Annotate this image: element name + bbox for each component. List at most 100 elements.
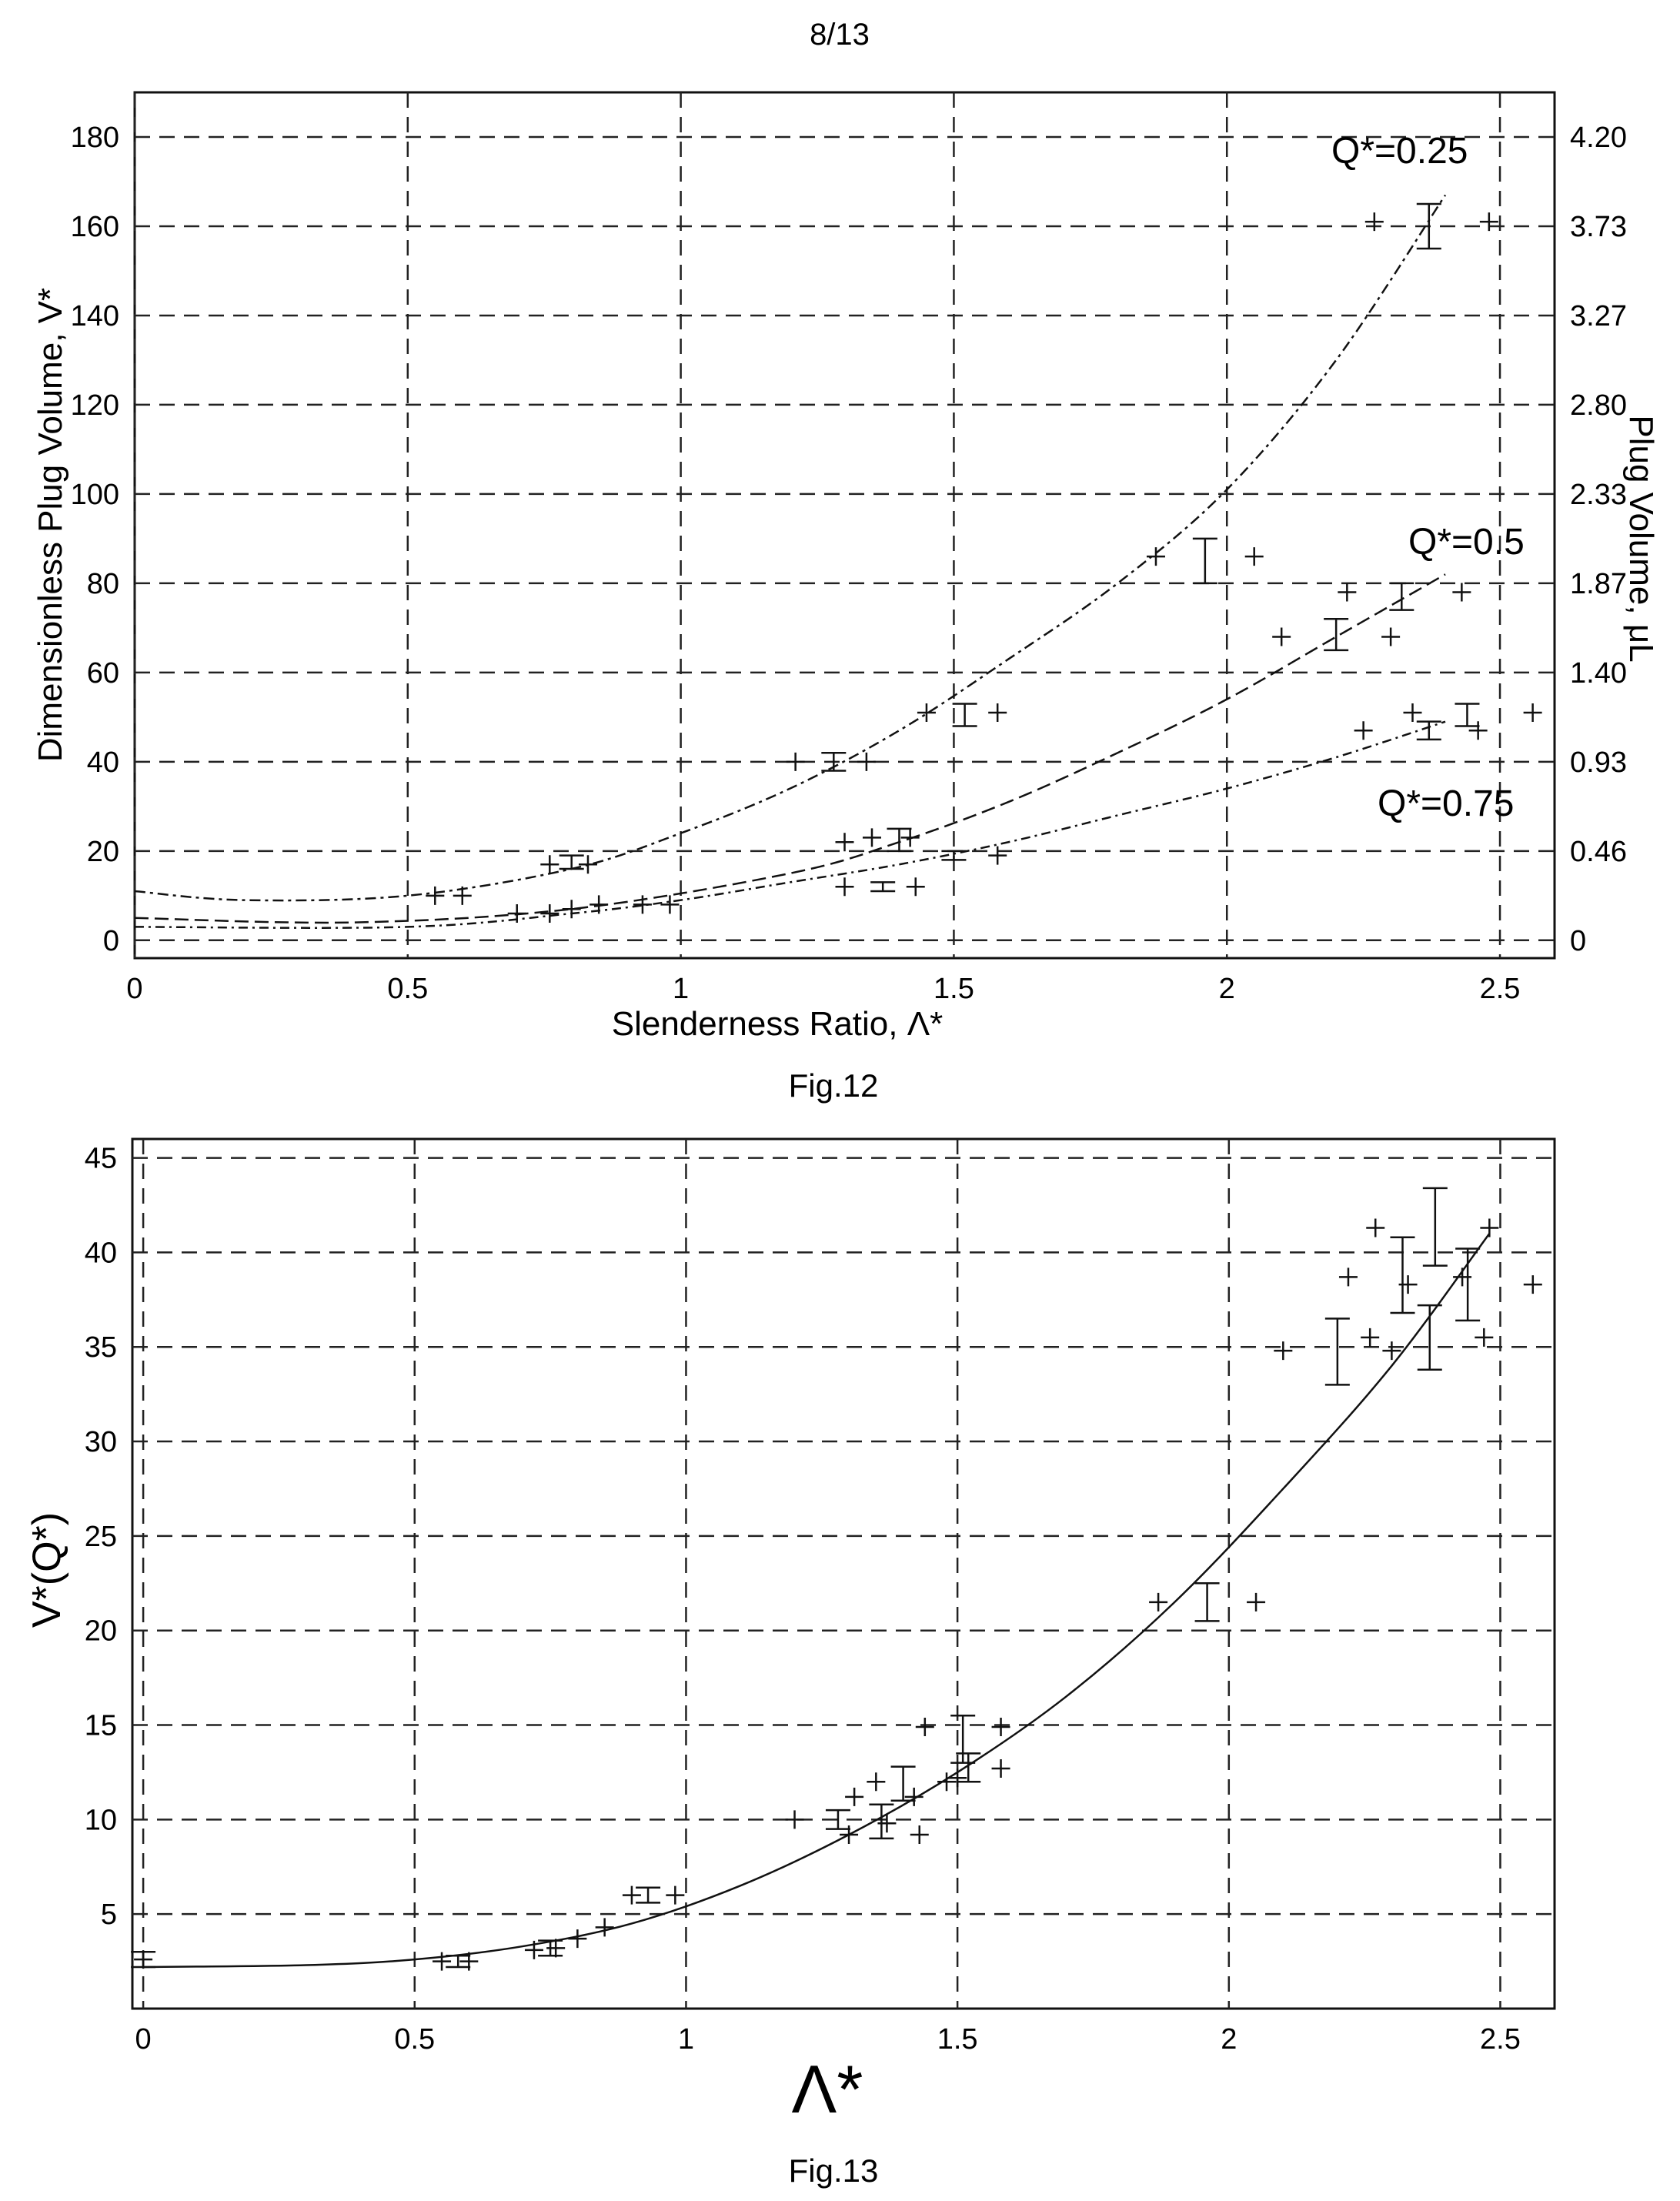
fig13-data-point [937, 1772, 957, 1792]
fig13-data-point [595, 1918, 614, 1937]
fig13-y-tick-label: 30 [85, 1426, 117, 1458]
fig13-error-bar [1455, 1247, 1481, 1322]
fig12-error-bar [821, 751, 847, 772]
fig12-y2-tick-label: 4.20 [1570, 122, 1627, 154]
fig13-error-bar [956, 1752, 981, 1783]
fig12-y2-tick-label: 3.73 [1570, 211, 1627, 243]
fig12-data-point [1244, 547, 1264, 566]
fig13-error-bar [1324, 1318, 1350, 1386]
fig13-x-axis-label: Λ* [791, 2051, 863, 2127]
fig12-data-point [835, 877, 854, 897]
fig13-error-bar [131, 1951, 156, 1969]
fig12-data-point [862, 828, 881, 847]
fig12-y-tick-label: 160 [71, 211, 119, 243]
fig13-error-bar [1390, 1236, 1415, 1314]
fig12-y2-tick-label: 2.33 [1570, 479, 1627, 511]
fig13-data-point [915, 1717, 934, 1736]
fig13-data-point [1149, 1592, 1168, 1612]
fig13-error-bar [446, 1954, 471, 1969]
fig12-x-tick-label: 0 [126, 973, 142, 1005]
fig12-data-point [590, 895, 609, 914]
fig13-x-tick-label: 2.5 [1480, 2023, 1521, 2056]
fig12-y-tick-label: 80 [87, 568, 119, 600]
fig12-data-point [540, 855, 559, 874]
fig12-x-tick-label: 1.5 [934, 973, 974, 1005]
fig13-data-point [991, 1717, 1010, 1736]
fig12-data-point [1272, 627, 1291, 646]
fig12-y-tick-label: 40 [87, 746, 119, 779]
fig12-data-point [1146, 547, 1165, 566]
page-number: 8/13 [810, 18, 870, 52]
fig12-y2-tick-label: 0.46 [1570, 836, 1627, 868]
fig12-y-axis-label: Dimensionless Plug Volume, V* [32, 288, 69, 762]
fig13-data-point [1361, 1328, 1380, 1347]
fig12-data-point [988, 846, 1007, 865]
fig12-data-point [906, 877, 925, 897]
fig12-data-point [786, 752, 805, 771]
fig13-data-point [1475, 1328, 1494, 1347]
fig12-grid [133, 92, 1555, 958]
fig12-error-bar [941, 850, 967, 861]
fig12-error-bar [559, 854, 584, 870]
fig13-x-tick-label: 1.5 [937, 2023, 978, 2056]
fig12-error-bar [887, 827, 912, 853]
fig13-data-point [948, 1768, 967, 1788]
fig12-series-label-q05: Q*=0.5 [1408, 522, 1525, 563]
fig12-y2-tick-label: 0.93 [1570, 746, 1627, 779]
fig13-y-tick-label: 35 [85, 1331, 117, 1364]
fig13-error-bar [890, 1765, 916, 1802]
fig13-data-point [1338, 1267, 1358, 1287]
fig13-data-point [1247, 1592, 1266, 1612]
fig13-data-point [867, 1772, 886, 1792]
fig12-data [134, 194, 1542, 929]
fig13-ticks: 0 0.5 1 1.5 2 2.5 5 10 15 20 25 30 35 40 45 [85, 1143, 1521, 2056]
fig13-caption: Fig.13 [789, 2153, 879, 2189]
fig12-y2-tick-label: 1.87 [1570, 568, 1627, 600]
fig12-data-point [900, 828, 920, 847]
fig13-error-bar [636, 1886, 661, 1904]
fig12-y2-tick-label: 3.27 [1570, 300, 1627, 332]
fig12-caption: Fig.12 [789, 1067, 879, 1104]
fig12-error-bar [1416, 720, 1441, 741]
fig12-data-point [540, 904, 559, 923]
fig12-y2-tick-label: 1.40 [1570, 657, 1627, 690]
fig12-data-point [1452, 583, 1471, 602]
fig12-x-axis-label: Slenderness Ratio, Λ* [612, 1005, 944, 1043]
fig12-y-tick-label: 60 [87, 657, 119, 690]
fig12-data-point [1403, 703, 1422, 723]
fig13-error-bar [1417, 1304, 1442, 1371]
fig13-data-point [622, 1885, 641, 1905]
fig12-data-point [917, 703, 936, 723]
fig13-y-tick-label: 40 [85, 1237, 117, 1269]
fig12-y2-tick-label: 2.80 [1570, 389, 1627, 422]
fig12-series-label-q075: Q*=0.75 [1378, 783, 1514, 824]
fig12-error-bar [870, 881, 896, 893]
fig12-data-point [835, 833, 854, 852]
fig12-series-fit-line [134, 573, 1446, 924]
fig13-data-point [524, 1940, 543, 1959]
fig12-data-point [1338, 583, 1357, 602]
fig13-y-tick-label: 25 [85, 1521, 117, 1553]
fig12-x-tick-label: 0.5 [387, 973, 428, 1005]
fig13-data-point [1453, 1267, 1472, 1287]
fig12-data-point [1479, 212, 1498, 232]
fig12-data-point [1381, 627, 1401, 646]
fig12-data-point [633, 895, 652, 914]
fig12-data-point [660, 895, 680, 914]
fig13-error-bar [825, 1809, 850, 1830]
fig13-x-tick-label: 2 [1221, 2023, 1237, 2056]
fig13-data-point [1366, 1218, 1385, 1237]
fig12-series-fit-line [134, 720, 1446, 929]
fig13-plot-frame [131, 1137, 1556, 2010]
fig13-y-tick-label: 15 [85, 1710, 117, 1742]
fig12-data-point [1468, 721, 1488, 740]
fig13-y-tick-label: 20 [85, 1615, 117, 1648]
fig13-y-axis-label: V*(Q*) [25, 1512, 69, 1628]
fig12-data-point [988, 703, 1007, 723]
fig13-fit-curve [143, 1233, 1491, 1969]
fig13-data-point [433, 1952, 452, 1971]
fig13-data-point [785, 1810, 804, 1829]
